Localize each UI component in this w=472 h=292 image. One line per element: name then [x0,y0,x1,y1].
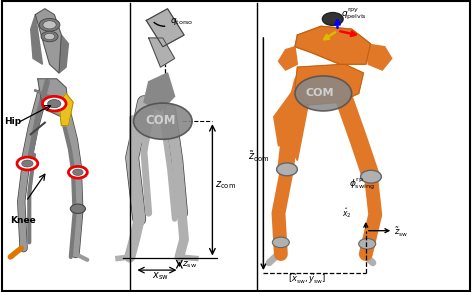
FancyBboxPatch shape [258,3,466,289]
Circle shape [42,96,66,111]
Text: $z_{\mathrm{com}}$: $z_{\mathrm{com}}$ [215,179,236,191]
Text: $[\tilde{x}_{\mathrm{sw}}, \tilde{y}_{\mathrm{sw}}]$: $[\tilde{x}_{\mathrm{sw}}, \tilde{y}_{\m… [288,272,326,286]
Polygon shape [278,47,297,70]
Circle shape [17,157,38,170]
Polygon shape [295,64,363,105]
Polygon shape [149,38,175,67]
Circle shape [70,204,85,213]
Text: COM: COM [145,114,176,127]
Circle shape [39,18,60,31]
Polygon shape [274,79,304,146]
Polygon shape [31,15,42,64]
Text: COM: COM [305,88,334,98]
Circle shape [44,33,55,40]
Circle shape [134,103,192,139]
Polygon shape [130,111,149,146]
Polygon shape [35,9,61,73]
Circle shape [48,100,61,108]
Polygon shape [38,79,68,117]
Circle shape [68,166,87,178]
Polygon shape [290,79,312,161]
Text: $\hat{x}_2$: $\hat{x}_2$ [342,206,352,220]
Text: Knee: Knee [10,216,36,225]
Text: Hip: Hip [4,117,21,126]
Text: $q^{\mathrm{rpy}}_{\mathrm{pelvis}}$: $q^{\mathrm{rpy}}_{\mathrm{pelvis}}$ [341,6,367,22]
Circle shape [361,170,381,183]
Text: $q_{\mathrm{torso}}$: $q_{\mathrm{torso}}$ [170,16,194,27]
Circle shape [277,163,297,176]
Circle shape [22,160,33,167]
Text: $\tilde{z}_{\mathrm{com}}$: $\tilde{z}_{\mathrm{com}}$ [248,149,270,164]
Circle shape [272,237,289,248]
Circle shape [41,31,58,42]
Circle shape [73,169,83,175]
Circle shape [359,239,376,249]
Polygon shape [59,35,68,73]
Circle shape [322,13,343,25]
Polygon shape [144,73,175,111]
Text: $\tilde{z}_{\mathrm{sw}}$: $\tilde{z}_{\mathrm{sw}}$ [394,225,408,239]
Polygon shape [366,44,392,70]
Text: $\phi^{\mathrm{rp}}_{\mathrm{swing}}$: $\phi^{\mathrm{rp}}_{\mathrm{swing}}$ [349,176,375,192]
Polygon shape [59,93,73,126]
Polygon shape [146,9,184,47]
Text: $z_{\mathrm{sw}}$: $z_{\mathrm{sw}}$ [182,259,197,270]
Text: $x_{\mathrm{sw}}$: $x_{\mathrm{sw}}$ [152,270,169,282]
Polygon shape [295,26,371,64]
Circle shape [43,21,56,29]
Circle shape [295,76,352,111]
